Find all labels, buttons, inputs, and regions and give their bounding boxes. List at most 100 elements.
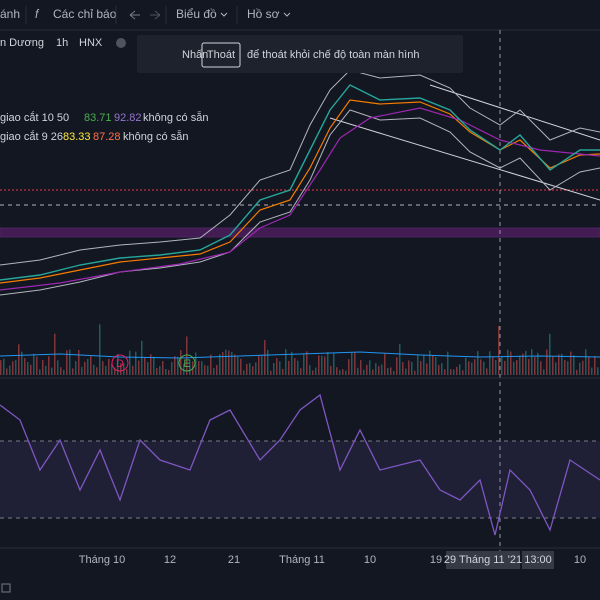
indicator-label: giao cắt 10 50 <box>0 111 69 124</box>
volume-bar <box>234 354 236 375</box>
volume-bar <box>537 352 539 375</box>
x-axis-label: 19 <box>430 554 442 566</box>
volume-bar <box>378 365 380 375</box>
volume-bar <box>591 367 593 375</box>
volume-bar <box>147 362 149 375</box>
crosshair-date-box <box>446 551 520 569</box>
volume-bar <box>459 364 461 375</box>
x-axis-label: Tháng 10 <box>79 554 125 566</box>
toolbar-item[interactable]: Hồ sơ <box>247 7 280 21</box>
volume-bar <box>300 368 302 375</box>
banner-key: Thoát <box>207 49 235 61</box>
volume-bar <box>111 363 113 375</box>
volume-bar <box>138 360 140 375</box>
toolbar-item[interactable]: Các chỉ báo <box>53 7 117 21</box>
x-axis-label: 21 <box>228 554 240 566</box>
volume-bar <box>399 344 401 375</box>
volume-bar <box>486 368 488 375</box>
volume-bar <box>315 367 317 375</box>
volume-bar <box>471 362 473 375</box>
volume-bar <box>333 352 335 375</box>
volume-bar <box>225 349 227 375</box>
volume-bar <box>504 360 506 375</box>
volume-bar <box>597 367 599 375</box>
volume-bar <box>57 360 59 375</box>
volume-bar <box>3 358 5 375</box>
volume-bar <box>249 363 251 375</box>
redo[interactable] <box>150 10 161 20</box>
volume-bar <box>309 365 311 375</box>
volume-bar <box>201 361 203 375</box>
volume-bar <box>411 361 413 375</box>
volume-bar <box>18 344 20 375</box>
volume-bar <box>48 356 50 375</box>
event-marker[interactable] <box>111 354 129 372</box>
volume-bar <box>582 360 584 375</box>
corner-icon[interactable] <box>1 583 11 593</box>
volume-bar <box>423 354 425 375</box>
event-label: E <box>183 358 190 370</box>
volume-bar <box>558 354 560 375</box>
volume-bar <box>390 367 392 375</box>
volume-bar <box>396 357 398 375</box>
volume-bar <box>237 356 239 375</box>
volume-bar <box>171 361 173 375</box>
volume-bar <box>84 361 86 375</box>
toolbar-item[interactable]: Biểu đồ <box>176 7 217 21</box>
key-box <box>201 42 241 68</box>
volume-bar <box>351 352 353 375</box>
volume-bar <box>240 358 242 375</box>
volume-bar <box>150 354 152 375</box>
x-axis-label: 10 <box>364 554 376 566</box>
volume-bar <box>258 355 260 375</box>
volume-bar <box>210 354 212 375</box>
volume-bar <box>570 351 572 375</box>
channel-line <box>329 117 600 201</box>
volume-bar <box>531 349 533 375</box>
volume-bar <box>129 350 131 375</box>
banner-text: Nhấn <box>182 49 208 61</box>
volume-bar <box>543 369 545 375</box>
volume-bar <box>360 360 362 375</box>
volume-bar <box>546 349 548 375</box>
event-label: D <box>116 358 124 370</box>
volume-bar <box>102 361 104 375</box>
volume-bar <box>552 356 554 375</box>
volume-bar <box>501 356 503 375</box>
volume-bar <box>297 360 299 375</box>
dropdown-arrow <box>220 12 228 17</box>
volume-bar <box>180 349 182 375</box>
undo[interactable] <box>129 10 140 20</box>
indicator-status: không có sẵn <box>143 111 208 124</box>
volume-bar <box>267 349 269 375</box>
volume-bar <box>372 369 374 375</box>
volume-bar <box>402 362 404 375</box>
volume-bar <box>474 359 476 375</box>
fx-icon: f <box>35 7 40 21</box>
event-marker[interactable] <box>178 354 196 372</box>
zone <box>0 227 600 238</box>
volume-bar <box>231 352 233 375</box>
volume-bar <box>21 351 23 375</box>
volume-bar <box>117 353 119 375</box>
volume-bar <box>384 353 386 375</box>
volume-bar <box>330 365 332 375</box>
volume-bar <box>126 369 128 375</box>
toolbar-item[interactable]: ánh <box>0 7 20 21</box>
volume-bar <box>327 351 329 375</box>
volume-bar <box>252 366 254 375</box>
volume-bar <box>285 349 287 375</box>
x-axis-label: 12 <box>164 554 176 566</box>
indicator-value: 87.28 <box>93 131 121 143</box>
volume-bar <box>498 326 500 375</box>
volume-bar <box>135 351 137 375</box>
volume-bar <box>255 362 257 375</box>
volume-bar <box>0 360 2 375</box>
volume-bar <box>567 361 569 375</box>
volume-bar <box>480 359 482 375</box>
collapse-button[interactable] <box>116 38 126 48</box>
volume-bar <box>417 354 419 375</box>
volume-bar <box>291 351 293 375</box>
